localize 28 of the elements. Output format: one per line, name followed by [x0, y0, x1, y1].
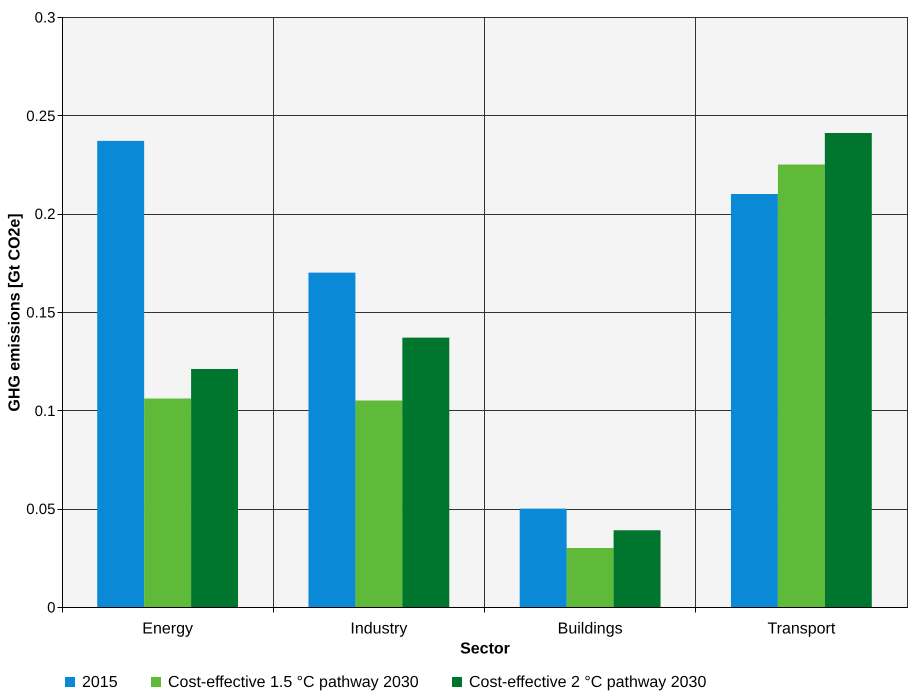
legend-label: Cost-effective 1.5 °C pathway 2030 [168, 674, 419, 691]
y-tick-label: 0.05 [26, 501, 56, 518]
bar [824, 133, 872, 607]
y-tick-label: 0 [47, 600, 56, 616]
x-tick-label: Energy [142, 620, 193, 638]
y-axis-title: GHG emissions [Gt CO2e] [6, 213, 24, 412]
legend-label: Cost-effective 2 °C pathway 2030 [469, 674, 706, 691]
x-tick-label: Transport [767, 620, 836, 638]
bar [614, 530, 661, 607]
bar [566, 548, 614, 607]
x-axis-title: Sector [460, 640, 510, 658]
bar [308, 272, 356, 607]
y-tick-label: 0.2 [34, 206, 56, 224]
legend-label: 2015 [82, 674, 118, 691]
bar [730, 194, 778, 607]
bar [355, 400, 402, 607]
x-tick-label: Buildings [558, 620, 623, 638]
y-tick-label: 0.25 [26, 108, 56, 125]
bar [402, 338, 450, 607]
y-tick-label: 0.15 [26, 304, 56, 322]
bar [778, 164, 825, 607]
bar [97, 140, 144, 607]
y-tick-label: 0.1 [34, 402, 56, 420]
bar [520, 508, 567, 607]
bar [191, 369, 238, 607]
x-tick-label: Industry [350, 620, 408, 638]
bar [144, 398, 192, 607]
y-tick-label: 0.3 [34, 10, 56, 26]
